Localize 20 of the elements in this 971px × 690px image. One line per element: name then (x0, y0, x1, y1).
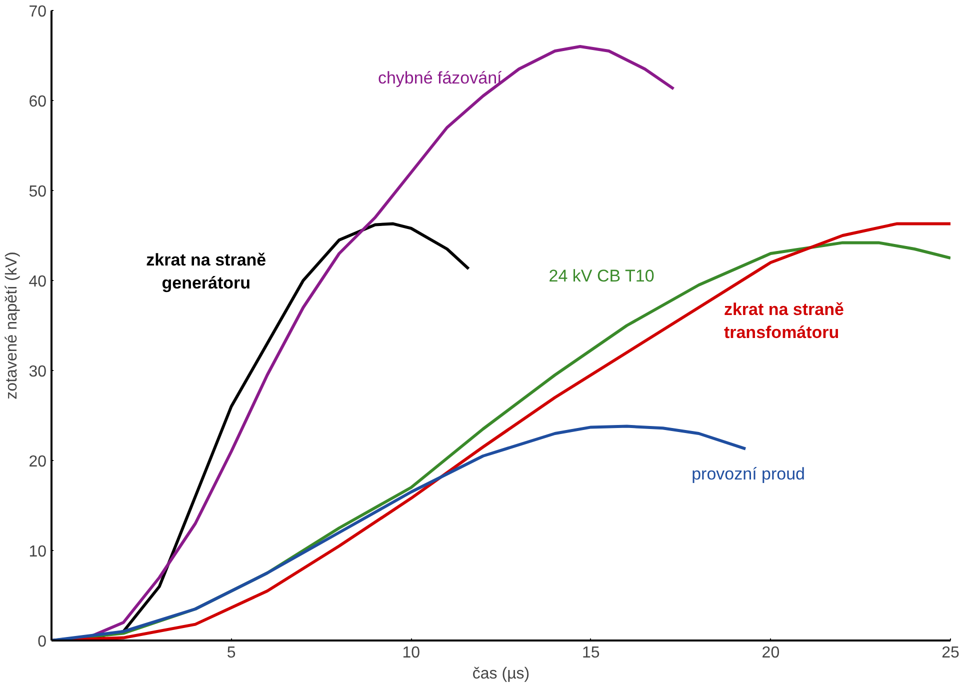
y-tick-label: 70 (28, 4, 47, 20)
y-axis-title: zotavené napětí (kV) (4, 252, 21, 400)
y-tick-label: 20 (28, 454, 47, 470)
y-tick-label: 0 (38, 634, 47, 650)
x-axis-title: čas (µs) (472, 666, 530, 682)
y-tick-label: 30 (28, 364, 47, 380)
series-label: zkrat na straně generátoru (146, 250, 266, 292)
y-tick-label: 10 (28, 544, 47, 560)
y-tick-label: 40 (28, 274, 47, 290)
y-tick-label: 50 (28, 184, 47, 200)
x-tick-label: 15 (582, 644, 600, 662)
y-tick-label: 60 (28, 94, 47, 110)
x-tick-label: 25 (942, 644, 960, 662)
x-tick-label: 5 (226, 644, 236, 662)
x-tick-label: 20 (762, 644, 780, 662)
series-label: provozní proud (692, 464, 805, 484)
series-label: zkrat na straně transfomátoru (724, 300, 844, 342)
series-label: chybné fázování (378, 68, 502, 88)
series-label: 24 kV CB T10 (548, 266, 654, 286)
x-tick-label: 10 (402, 644, 420, 662)
